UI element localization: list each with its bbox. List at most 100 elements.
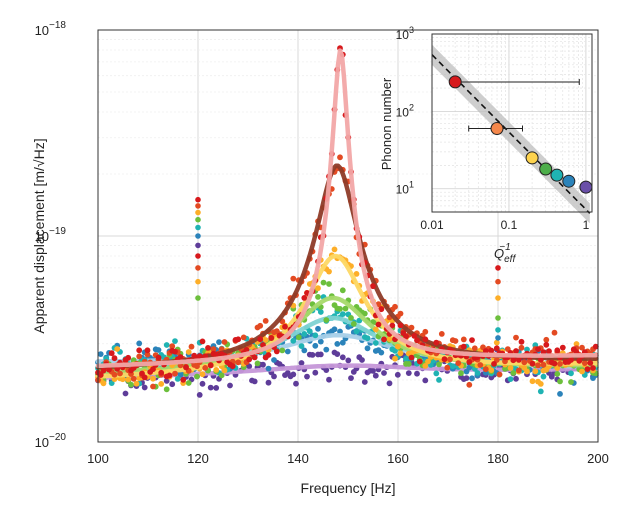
data-point [163,386,170,393]
data-point [315,285,321,292]
main-x-tick-label: 160 [387,451,409,466]
data-point [213,367,220,373]
spur-120 [195,196,201,301]
data-point [587,360,594,366]
data-point [513,334,519,341]
data-point [444,364,451,371]
data-point [372,340,379,346]
data-point [262,318,269,324]
data-point [488,367,495,373]
spur-point [495,278,501,285]
inset-x-tick-labels: 0.01 0.1 1 [420,218,589,232]
data-point [359,357,365,363]
spur-point [195,265,201,271]
data-point [298,360,305,366]
main-y-tick-label: 10−20 [35,432,67,450]
data-point [202,365,209,371]
data-point [174,376,181,382]
data-point [568,379,574,385]
data-point [282,323,288,330]
data-point [353,271,360,277]
data-point [194,373,200,380]
data-point [210,346,217,352]
spur-point [495,315,501,321]
data-point [559,344,566,351]
data-point [386,380,393,387]
data-point [108,350,115,357]
data-point [466,364,473,371]
data-point [436,377,442,383]
data-point [353,328,360,335]
data-point [216,339,222,345]
data-point [334,351,341,357]
main-y-axis-label: Apparent displacement [m/√Hz] [31,138,47,333]
data-point [326,281,332,287]
data-point [392,347,398,354]
main-x-tick-labels: 100 120 140 160 180 200 [87,451,609,466]
data-point [265,379,272,386]
data-point [133,380,140,387]
data-point [463,375,470,381]
main-plot-frame [97,29,599,443]
data-point [114,346,121,352]
data-point [474,370,481,376]
data-point [469,375,475,382]
data-point [265,352,272,358]
data-point [493,345,500,352]
data-point [155,354,162,361]
data-point [455,360,462,366]
data-point [229,363,236,370]
data-point [397,310,404,317]
data-point [381,370,387,376]
data-point [394,371,401,378]
data-point [532,368,539,375]
inset-data-point [550,168,564,182]
data-point [370,283,376,290]
data-point [521,359,528,366]
data-point [460,336,467,343]
data-point [364,335,371,342]
data-point [183,364,189,371]
spur-point [195,278,201,285]
data-point [100,367,107,374]
data-point [100,380,107,387]
data-point [265,365,272,372]
data-point [515,367,522,374]
data-point [405,370,412,376]
data-point [136,353,143,360]
data-point [290,337,297,344]
data-point [163,342,170,348]
data-point [477,362,484,368]
data-point [350,321,357,327]
data-point [199,380,206,387]
data-point [537,357,544,363]
inset-x-axis-label: Qeff−1 [494,242,516,265]
inset-data-point [490,122,504,135]
data-point [579,368,585,375]
inset-x-label-sup: −1 [499,242,510,253]
data-point [422,336,429,343]
data-point [543,341,550,348]
data-point [507,376,514,382]
spur-point [495,327,501,333]
inset-y-tick-label: 103 [396,25,414,42]
inset-data-point [448,75,462,89]
data-point [271,373,277,380]
data-point [251,354,258,361]
inset-y-tick-label: 102 [396,102,414,119]
main-data-layer [95,45,599,398]
data-point [315,325,321,332]
data-point [370,367,376,374]
data-point [337,154,343,161]
data-point [425,358,431,365]
data-point [301,347,308,354]
data-point [576,357,583,364]
data-point [510,357,517,364]
data-point [524,368,530,375]
data-point [240,334,247,341]
inset-y-axis-label: Phonon number [379,77,394,170]
inset-data-point [525,151,539,165]
data-point [554,365,561,371]
data-point [323,346,330,353]
data-point [309,352,316,358]
